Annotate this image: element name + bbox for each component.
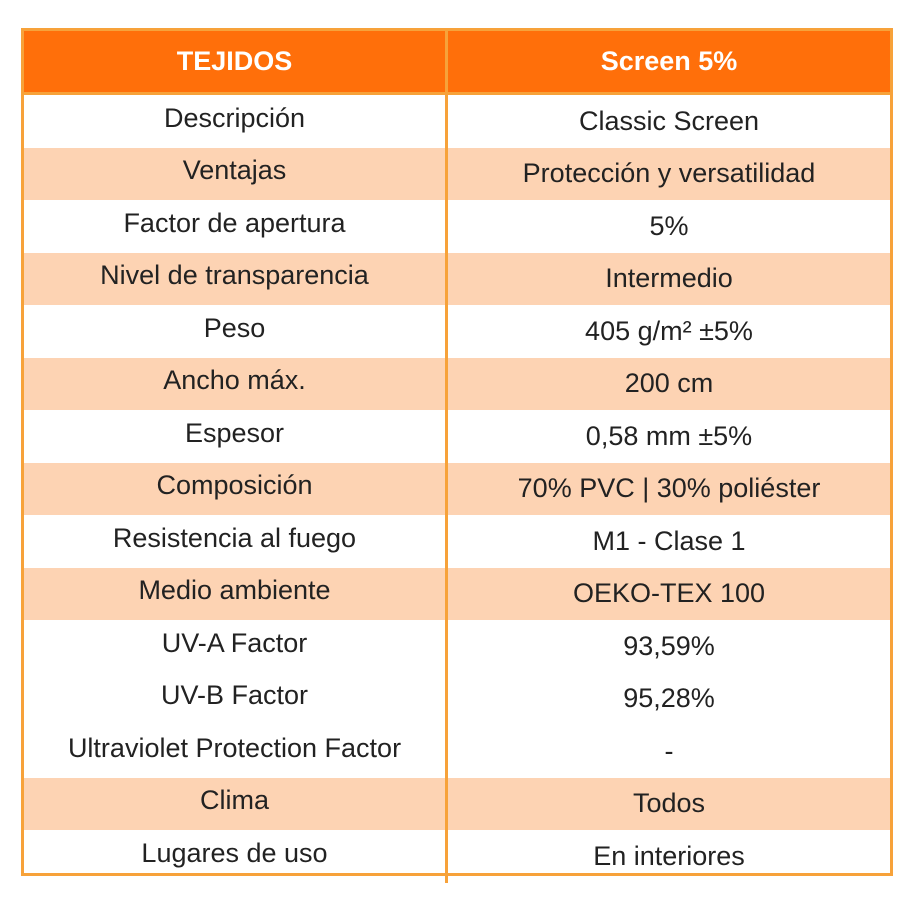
row-value-cell: 70% PVC | 30% poliéster <box>448 463 890 516</box>
row-value: En interiores <box>593 840 745 871</box>
table-row: Espesor 0,58 mm ±5% <box>24 410 890 463</box>
row-value-cell: 93,59% <box>448 620 890 673</box>
row-value-cell: 95,28% <box>448 673 890 726</box>
table-row: Descripción Classic Screen <box>24 95 890 148</box>
table-row: Ultraviolet Protection Factor - <box>24 725 890 778</box>
row-value: 93,59% <box>623 630 715 661</box>
table-header-row: TEJIDOS Screen 5% <box>24 31 890 95</box>
row-value: Intermedio <box>605 263 733 294</box>
row-label-cell: Ultraviolet Protection Factor <box>24 725 448 778</box>
row-value-cell: 405 g/m² ±5% <box>448 305 890 358</box>
row-label-cell: UV-A Factor <box>24 620 448 673</box>
table-row: Nivel de transparencia Intermedio <box>24 252 890 306</box>
row-label: Ancho máx. <box>163 365 306 396</box>
row-value: 5% <box>649 210 689 241</box>
row-value-cell: Classic Screen <box>448 95 890 148</box>
table-row: Composición 70% PVC | 30% poliéster <box>24 462 890 516</box>
row-value: Todos <box>632 788 706 819</box>
row-value: 200 cm <box>624 368 714 399</box>
row-value: Protección y versatilidad <box>522 158 816 189</box>
row-value: 70% PVC | 30% poliéster <box>517 473 821 504</box>
row-label-cell: Composición <box>24 462 448 515</box>
row-label: Nivel de transparencia <box>100 260 369 291</box>
row-value: 405 g/m² ±5% <box>585 315 753 346</box>
row-label-cell: Ancho máx. <box>24 357 448 410</box>
row-value-cell: 0,58 mm ±5% <box>448 410 890 463</box>
row-label: UV-B Factor <box>160 680 309 711</box>
row-label: Ultraviolet Protection Factor <box>67 732 402 763</box>
row-value-cell: 200 cm <box>448 358 890 411</box>
table-row: Ancho máx. 200 cm <box>24 357 890 411</box>
row-label-cell: Factor de apertura <box>24 200 448 253</box>
row-label: Medio ambiente <box>138 575 331 606</box>
row-label: Resistencia al fuego <box>112 522 357 553</box>
table-row: UV-B Factor 95,28% <box>24 672 890 726</box>
row-label-cell: UV-B Factor <box>24 672 448 725</box>
table-row: Clima Todos <box>24 777 890 831</box>
header-cell-screen: Screen 5% <box>448 31 890 92</box>
row-value-cell: M1 - Clase 1 <box>448 515 890 568</box>
table-row: Medio ambiente OEKO-TEX 100 <box>24 567 890 621</box>
row-value-cell: Protección y versatilidad <box>448 148 890 201</box>
row-label-cell: Resistencia al fuego <box>24 515 448 568</box>
row-value-cell: Todos <box>448 778 890 831</box>
row-value-cell: Intermedio <box>448 253 890 306</box>
row-value-cell: - <box>448 725 890 778</box>
row-value-cell: En interiores <box>448 830 890 883</box>
header-cell-tejidos: TEJIDOS <box>24 31 448 92</box>
row-value-cell: OEKO-TEX 100 <box>448 568 890 621</box>
table-row: Peso 405 g/m² ±5% <box>24 305 890 358</box>
row-label: Peso <box>203 312 266 343</box>
row-value: 95,28% <box>623 683 715 714</box>
row-label: Lugares de uso <box>141 837 328 868</box>
header-label-screen: Screen 5% <box>600 46 738 76</box>
row-value: M1 - Clase 1 <box>592 525 746 556</box>
header-label-tejidos: TEJIDOS <box>176 46 293 76</box>
table-row: Resistencia al fuego M1 - Clase 1 <box>24 515 890 568</box>
row-label: Factor de apertura <box>123 207 346 238</box>
row-label: Espesor <box>184 417 285 448</box>
row-label: Ventajas <box>182 155 287 186</box>
row-label: UV-A Factor <box>161 627 308 658</box>
row-label: Clima <box>199 785 269 816</box>
row-label-cell: Medio ambiente <box>24 567 448 620</box>
table-row: Factor de apertura 5% <box>24 200 890 253</box>
row-label-cell: Espesor <box>24 410 448 463</box>
row-label-cell: Peso <box>24 305 448 358</box>
row-value: - <box>664 735 674 766</box>
row-label: Composición <box>156 470 313 501</box>
fabric-spec-table: TEJIDOS Screen 5% Descripción Classic Sc… <box>21 28 893 883</box>
row-value: OEKO-TEX 100 <box>572 578 766 609</box>
row-label-cell: Ventajas <box>24 147 448 200</box>
row-value: 0,58 mm ±5% <box>585 420 753 451</box>
row-label-cell: Clima <box>24 777 448 830</box>
row-label-cell: Lugares de uso <box>24 830 448 883</box>
row-value-cell: 5% <box>448 200 890 253</box>
row-label-cell: Nivel de transparencia <box>24 252 448 305</box>
table-row: Lugares de uso En interiores <box>24 830 890 883</box>
row-label: Descripción <box>163 102 306 133</box>
table-row: Ventajas Protección y versatilidad <box>24 147 890 201</box>
row-value: Classic Screen <box>578 105 760 136</box>
table-row: UV-A Factor 93,59% <box>24 620 890 673</box>
row-label-cell: Descripción <box>24 95 448 148</box>
